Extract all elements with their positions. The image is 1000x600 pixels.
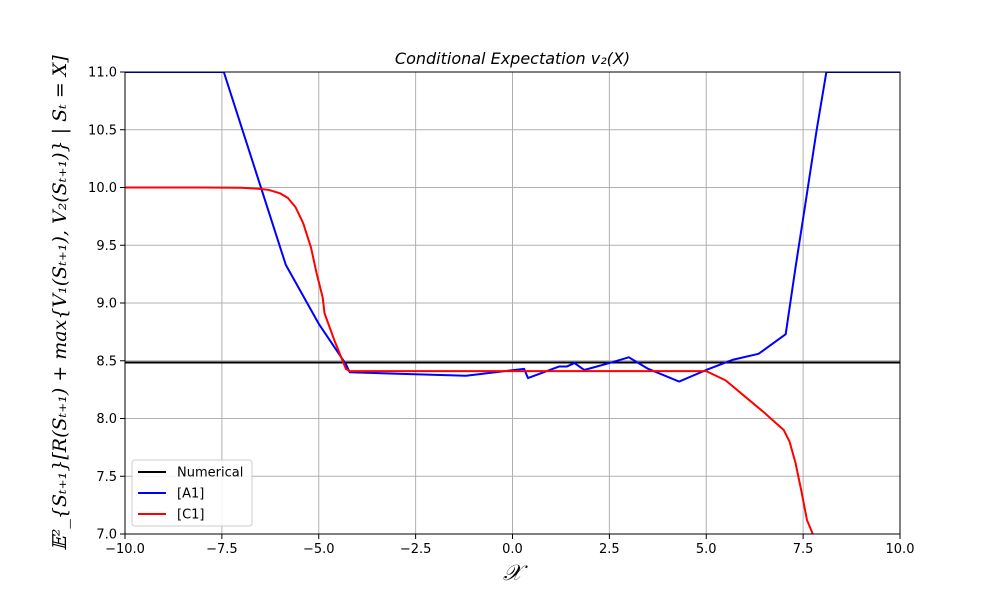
legend-label-a1: [A1] xyxy=(177,487,204,502)
y-tick-label: 7.5 xyxy=(96,470,117,485)
x-tick-label: −2.5 xyxy=(400,542,432,557)
x-tick-label: −7.5 xyxy=(206,542,238,557)
chart-title: Conditional Expectation v₂(X) xyxy=(395,49,630,68)
x-tick-label: 5.0 xyxy=(696,542,717,557)
y-tick-label: 9.5 xyxy=(96,239,117,254)
series-group xyxy=(125,72,900,534)
x-tick-label: −5.0 xyxy=(303,542,335,557)
legend-box xyxy=(131,459,253,527)
x-tick-label: −10.0 xyxy=(105,542,145,557)
y-tick-label: 11.0 xyxy=(88,66,117,81)
x-tick-label: 10.0 xyxy=(886,542,915,557)
y-tick-label: 10.5 xyxy=(88,123,117,138)
y-tick-label: 10.0 xyxy=(88,181,117,196)
series-line-c1 xyxy=(125,186,814,534)
y-axis-label: 𝔼²_{Sₜ₊₁}[R(Sₜ₊₁) + max{V₁(Sₜ₊₁), V₂(Sₜ₊… xyxy=(49,55,71,551)
y-tick-label: 9.0 xyxy=(96,297,117,312)
legend-label-c1: [C1] xyxy=(177,508,205,523)
x-tick-label: 2.5 xyxy=(599,542,620,557)
x-tick-label: 7.5 xyxy=(793,542,814,557)
ticks: −10.0 −7.5 −5.0 −2.5 0.0 2.5 5.0 7.5 10.0 7.0 7.5 8… xyxy=(88,66,914,558)
y-tick-label: 7.0 xyxy=(96,528,117,543)
legend: Numerical [A1] [C1] xyxy=(131,459,253,527)
x-tick-label: 0.0 xyxy=(502,542,523,557)
legend-label-numerical: Numerical xyxy=(177,466,243,481)
y-tick-label: 8.0 xyxy=(96,412,117,427)
y-tick-label: 8.5 xyxy=(96,354,117,369)
series-line-a1 xyxy=(125,72,900,383)
